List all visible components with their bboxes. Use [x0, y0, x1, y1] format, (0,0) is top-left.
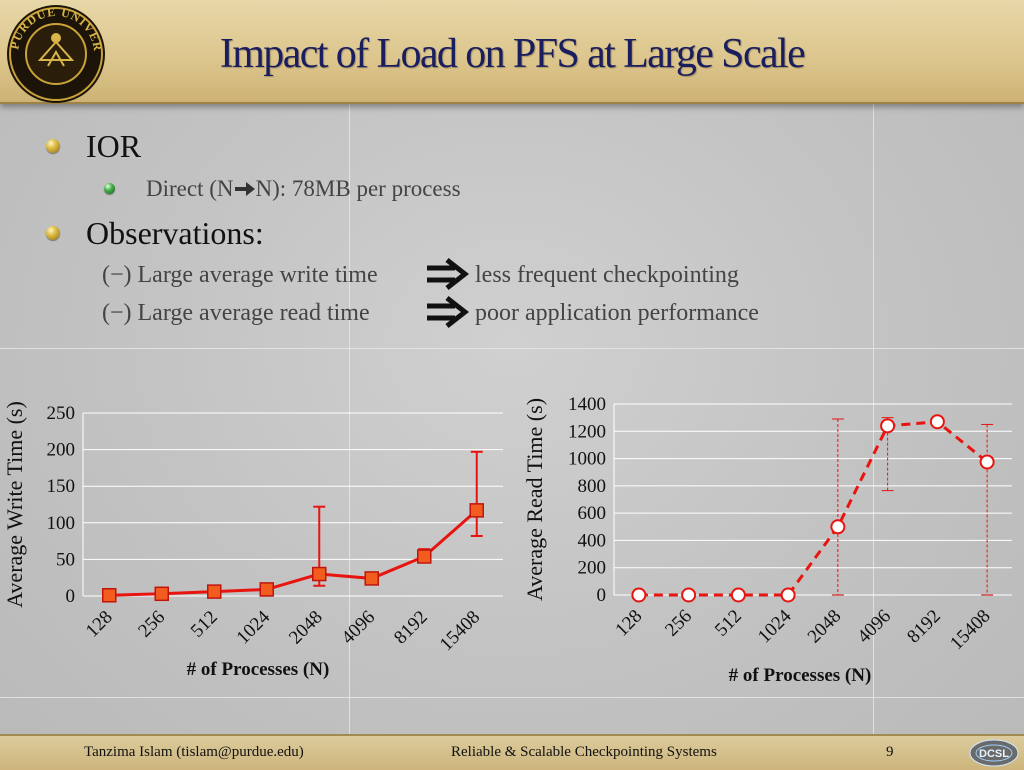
x-tick-label: 15408 — [946, 606, 994, 654]
background-gridline — [0, 697, 1024, 698]
slide-title: Impact of Load on PFS at Large Scale — [219, 31, 806, 77]
background-gridline — [349, 102, 350, 734]
data-point-marker — [312, 566, 327, 582]
footer-course: Reliable & Scalable Checkpointing System… — [451, 744, 717, 760]
data-point-marker — [102, 588, 117, 603]
data-point-marker — [880, 418, 896, 434]
data-point-marker — [979, 454, 995, 470]
x-tick-label: 1024 — [754, 605, 796, 647]
x-tick-label: 2048 — [804, 606, 846, 648]
y-tick-label: 0 — [66, 586, 76, 607]
observation-read-left: (−) Large average read time — [102, 300, 370, 326]
x-tick-label: 8192 — [390, 607, 432, 649]
sphere-bullet-icon — [46, 226, 60, 240]
slide-footer: Tanzima Islam (tislam@purdue.edu) Reliab… — [0, 734, 1024, 770]
x-tick-label: 512 — [187, 607, 222, 642]
x-axis-title: # of Processes (N) — [729, 665, 872, 686]
x-tick-label: 8192 — [903, 606, 945, 648]
y-tick-label: 800 — [578, 476, 607, 497]
data-point-marker — [154, 586, 169, 602]
sphere-bullet-icon — [46, 139, 60, 153]
x-tick-label: 1024 — [233, 606, 275, 648]
observation-write-right: less frequent checkpointing — [475, 262, 739, 288]
data-point-marker — [417, 549, 432, 564]
bullet-direct: Direct (N N): 78MB per process — [146, 176, 461, 202]
y-tick-label: 400 — [578, 530, 607, 551]
y-tick-label: 1400 — [568, 394, 606, 415]
y-tick-label: 200 — [47, 440, 76, 461]
bullet-ior: IOR — [86, 128, 142, 164]
data-point-marker — [364, 571, 379, 586]
write-time-chart: 0 50 100 150 200 250 128 256 512 1024 2048 4096 8192… — [2, 401, 503, 680]
observation-read-right: poor application performance — [475, 300, 759, 326]
data-point-marker — [469, 503, 484, 518]
y-tick-label: 50 — [56, 549, 75, 570]
y-axis-title: Average Read Time (s) — [522, 398, 547, 601]
y-tick-label: 100 — [47, 513, 76, 534]
dcsl-logo-text: DCSL — [979, 748, 1009, 760]
double-right-arrow-icon — [427, 296, 469, 328]
y-tick-label: 600 — [578, 503, 607, 524]
footer-page-number: 9 — [886, 744, 894, 760]
x-tick-label: 128 — [82, 607, 117, 642]
series-line — [109, 509, 478, 597]
bullet-direct-suffix: N): 78MB per process — [255, 176, 461, 201]
x-tick-label: 4096 — [853, 606, 895, 648]
purdue-seal-logo: PURDUE UNIVERSITY — [4, 2, 105, 103]
slide-header: PURDUE UNIVERSITY Impact of Load on PFS … — [0, 0, 1024, 104]
x-tick-label: 256 — [661, 606, 696, 641]
x-tick-label: 512 — [711, 606, 746, 641]
x-tick-label: 15408 — [436, 607, 484, 655]
bullet-direct-prefix: Direct (N — [146, 176, 234, 201]
data-point-marker — [830, 519, 846, 535]
data-point-marker — [207, 584, 222, 599]
y-tick-label: 250 — [47, 403, 76, 424]
y-tick-label: 1200 — [568, 421, 606, 442]
right-arrow-icon — [234, 182, 255, 196]
y-tick-label: 0 — [597, 585, 607, 606]
x-tick-label: 128 — [611, 606, 646, 641]
x-axis-title: # of Processes (N) — [187, 659, 330, 680]
y-tick-label: 1000 — [568, 449, 606, 470]
footer-author: Tanzima Islam (tislam@purdue.edu) — [84, 744, 304, 760]
data-point-marker — [780, 587, 796, 603]
read-time-chart: 0 200 400 600 800 1000 1200 1400 128 256 512 1024 20… — [522, 394, 1012, 686]
y-axis-title: Average Write Time (s) — [2, 401, 27, 608]
data-point-marker — [259, 582, 274, 597]
series-line — [638, 420, 989, 597]
x-tick-label: 2048 — [285, 607, 327, 649]
x-tick-label: 4096 — [338, 607, 380, 649]
background-gridline — [0, 348, 1024, 349]
data-point-marker — [681, 587, 697, 603]
data-point-marker — [730, 587, 746, 603]
observation-write-left: (−) Large average write time — [102, 262, 378, 288]
double-right-arrow-icon — [427, 258, 469, 290]
data-point-marker — [631, 587, 647, 603]
bullet-observations: Observations: — [86, 215, 264, 251]
y-tick-label: 200 — [578, 558, 607, 579]
y-tick-label: 150 — [47, 476, 76, 497]
x-tick-label: 256 — [134, 607, 169, 642]
background-gridline — [873, 102, 874, 734]
green-sphere-bullet-icon — [104, 183, 115, 194]
data-point-marker — [929, 414, 945, 430]
dcsl-logo: DCSL — [969, 739, 1019, 767]
